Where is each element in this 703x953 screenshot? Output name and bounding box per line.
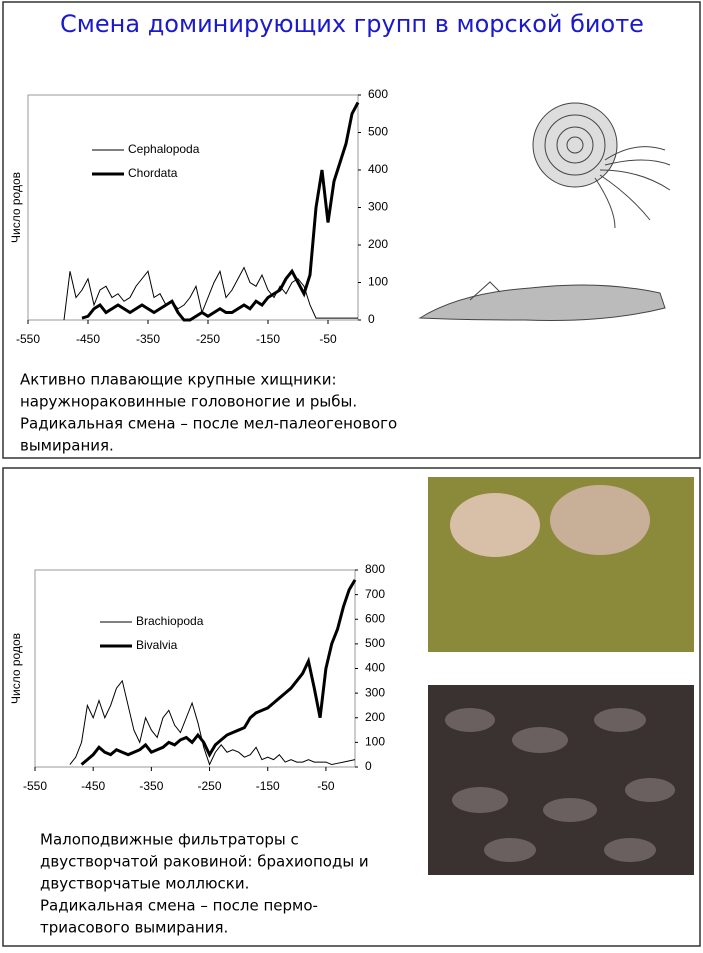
x-tick-label: -150: [256, 779, 280, 793]
caption-line: двустворчатые моллюски.: [40, 875, 249, 893]
panel-bottom: [2, 467, 701, 947]
y-tick-label: 800: [365, 562, 385, 576]
y-tick-label: 200: [368, 237, 388, 251]
mussel-photo-detail: [445, 708, 675, 862]
x-tick-label: -550: [23, 779, 47, 793]
y-tick-label: 0: [365, 759, 372, 773]
legend-label: Chordata: [128, 166, 178, 180]
x-tick-label: -450: [81, 779, 105, 793]
y-tick-label: 700: [365, 587, 385, 601]
caption-line: двустворчатой раковиной: брахиоподы и: [40, 853, 369, 871]
y-tick-label: 600: [365, 611, 385, 625]
plot-frame: [27, 94, 359, 321]
x-tick-label: -550: [16, 332, 40, 346]
x-tick-label: -350: [136, 332, 160, 346]
caption-line: Радикальная смена – после пермо-: [40, 897, 318, 915]
y-tick-label: 300: [368, 200, 388, 214]
y-tick-label: 400: [368, 162, 388, 176]
panel-top: [2, 1, 701, 459]
x-tick-label: -450: [76, 332, 100, 346]
series-line: [81, 101, 360, 322]
ammonite-image: [532, 102, 671, 229]
y-tick-label: 500: [365, 636, 385, 650]
caption-line: Радикальная смена – после мел-палеогенов…: [20, 415, 397, 433]
legend-label: Bivalvia: [136, 638, 178, 652]
y-tick-label: 100: [368, 275, 388, 289]
slide-title: Смена доминирующих групп в морской биоте: [60, 10, 644, 38]
y-axis-label: Число родов: [9, 172, 23, 243]
legend-label: Brachiopoda: [136, 614, 204, 628]
y-tick-label: 400: [365, 661, 385, 675]
x-tick-label: -350: [139, 779, 163, 793]
series-line: [69, 679, 356, 766]
caption-line: Малоподвижные фильтраторы с: [40, 831, 299, 849]
y-axis-label: Число родов: [9, 633, 23, 704]
series-line: [80, 579, 357, 766]
caption-line: наружнораковинные головоногие и рыбы.: [20, 393, 357, 411]
x-tick-label: -50: [319, 332, 337, 346]
legend-label: Cephalopoda: [128, 142, 200, 156]
shell-photo-detail: [450, 493, 540, 557]
y-tick-label: 200: [365, 710, 385, 724]
fish-image: [418, 281, 666, 321]
y-tick-label: 0: [368, 312, 375, 326]
x-tick-label: -150: [256, 332, 280, 346]
caption-line: Активно плавающие крупные хищники:: [20, 371, 337, 389]
y-tick-label: 600: [368, 87, 388, 101]
y-tick-label: 100: [365, 735, 385, 749]
x-tick-label: -250: [196, 332, 220, 346]
x-tick-label: -50: [317, 779, 335, 793]
series-line: [63, 266, 358, 321]
x-tick-label: -250: [198, 779, 222, 793]
caption-line: вымирания.: [20, 437, 114, 455]
caption-line: триасового вымирания.: [40, 919, 228, 937]
shell-photo-detail: [550, 485, 650, 555]
y-tick-label: 300: [365, 685, 385, 699]
y-tick-label: 500: [368, 125, 388, 139]
